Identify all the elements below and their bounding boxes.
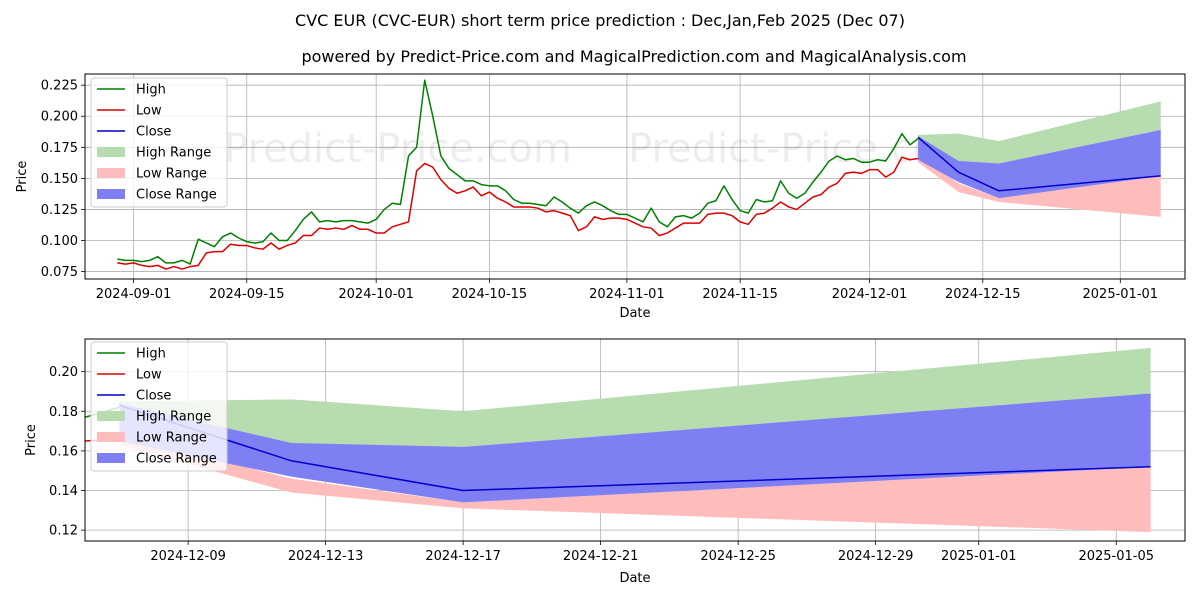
x-tick-label: 2024-09-01 bbox=[96, 287, 172, 302]
legend-swatch bbox=[97, 432, 125, 442]
y-tick-label: 0.12 bbox=[49, 524, 78, 539]
axes-frame bbox=[84, 73, 1186, 280]
y-axis-label: Price bbox=[24, 424, 39, 456]
y-tick-label: 0.20 bbox=[49, 365, 78, 380]
legend-label: Low Range bbox=[136, 431, 207, 446]
legend-label: High Range bbox=[136, 410, 211, 425]
x-tick-label: 2025-01-05 bbox=[1078, 549, 1154, 564]
y-tick-label: 0.200 bbox=[41, 110, 78, 125]
y-tick-label: 0.100 bbox=[41, 234, 78, 249]
x-tick-label: 2024-12-29 bbox=[838, 549, 914, 564]
low-range-band bbox=[918, 156, 1161, 217]
x-tick-label: 2024-12-21 bbox=[563, 549, 639, 564]
legend-label: Close Range bbox=[136, 452, 217, 467]
legend-swatch bbox=[97, 168, 125, 178]
chart-title: CVC EUR (CVC-EUR) short term price predi… bbox=[295, 11, 905, 30]
x-axis-label: Date bbox=[619, 306, 650, 321]
x-tick-label: 2024-12-01 bbox=[832, 287, 908, 302]
legend-label: Close bbox=[136, 389, 171, 404]
legend-swatch bbox=[97, 189, 125, 199]
legend-label: Close bbox=[136, 125, 171, 140]
x-tick-label: 2024-09-15 bbox=[209, 287, 285, 302]
y-tick-label: 0.150 bbox=[41, 172, 78, 187]
x-tick-label: 2024-11-01 bbox=[589, 287, 665, 302]
chart-subtitle: powered by Predict-Price.com and Magical… bbox=[301, 47, 966, 66]
watermark-text: Predict-Price.com bbox=[628, 126, 976, 172]
y-tick-label: 0.14 bbox=[49, 484, 78, 499]
legend-label: High bbox=[136, 83, 166, 98]
legend-label: High bbox=[136, 347, 166, 362]
legend-swatch bbox=[97, 411, 125, 421]
low-range-band bbox=[119, 435, 1151, 533]
x-tick-label: 2024-12-09 bbox=[150, 549, 226, 564]
legend-swatch bbox=[97, 147, 125, 157]
plot-area: Predict-Price.com Predict-Price.com bbox=[117, 79, 1161, 270]
x-tick-label: 2025-01-01 bbox=[941, 549, 1017, 564]
y-tick-label: 0.175 bbox=[41, 141, 78, 156]
history-panel: Predict-Price.com Predict-Price.com 2024-0… bbox=[15, 73, 1186, 321]
x-tick-label: 2024-12-13 bbox=[288, 549, 364, 564]
x-tick-label: 2024-12-25 bbox=[700, 549, 776, 564]
high-price-line bbox=[117, 79, 919, 265]
legend-label: Low bbox=[136, 104, 162, 119]
low-price-line bbox=[117, 156, 919, 270]
y-tick-label: 0.075 bbox=[41, 265, 78, 280]
y-tick-label: 0.225 bbox=[41, 79, 78, 94]
high-range-band bbox=[918, 101, 1161, 164]
watermark-text: Predict-Price.com bbox=[224, 126, 572, 172]
y-tick-label: 0.18 bbox=[49, 405, 78, 420]
x-tick-label: 2024-10-15 bbox=[452, 287, 528, 302]
x-tick-label: 2025-01-01 bbox=[1083, 287, 1159, 302]
legend-label: High Range bbox=[136, 146, 211, 161]
high-range-band bbox=[119, 347, 1151, 447]
axes-frame bbox=[84, 338, 1186, 542]
legend-label: Low Range bbox=[136, 167, 207, 182]
close-forecast-line bbox=[917, 136, 1161, 192]
x-tick-label: 2024-11-15 bbox=[702, 287, 778, 302]
y-axis-label: Price bbox=[15, 161, 30, 193]
x-tick-label: 2024-10-01 bbox=[338, 287, 414, 302]
x-axis-label: Date bbox=[619, 571, 650, 586]
legend-label: Close Range bbox=[136, 188, 217, 203]
x-tick-label: 2024-12-17 bbox=[425, 549, 501, 564]
y-tick-label: 0.16 bbox=[49, 444, 78, 459]
legend-swatch bbox=[97, 453, 125, 463]
y-tick-label: 0.125 bbox=[41, 203, 78, 218]
legend-label: Low bbox=[136, 368, 162, 383]
x-tick-label: 2024-12-15 bbox=[945, 287, 1021, 302]
